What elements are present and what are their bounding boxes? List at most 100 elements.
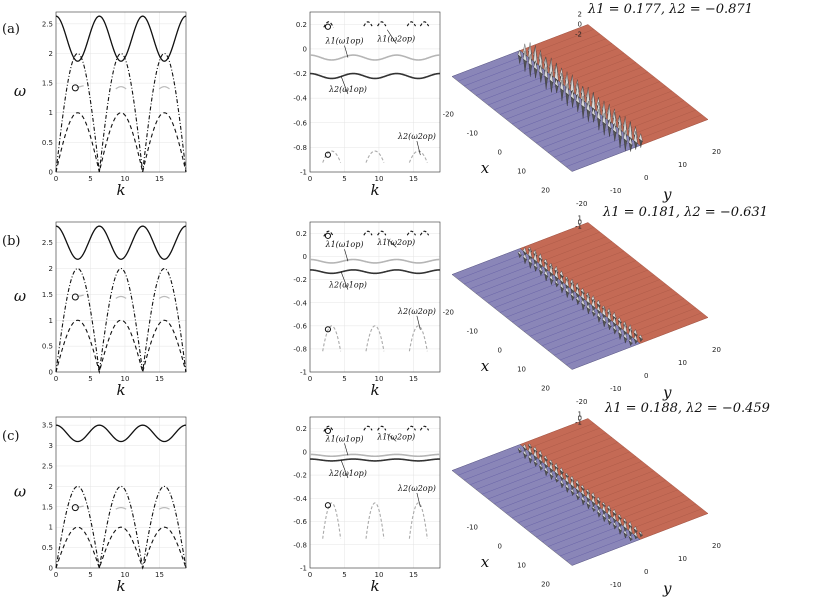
marker-circle (71, 504, 79, 512)
surface-dip (523, 446, 527, 452)
x-tick-label: 0 (308, 571, 312, 579)
mesh-line (565, 140, 635, 167)
x-tick-label: 15 (409, 375, 418, 383)
series-top-dash (323, 21, 334, 28)
y-tick-label: 1 (49, 524, 53, 532)
mesh-line (457, 449, 527, 476)
marker-top (324, 23, 332, 30)
y-tick-label: -0.6 (293, 119, 307, 127)
mesh-line (519, 418, 589, 445)
surface-dip (554, 471, 559, 479)
y-axis-label: ω (14, 287, 26, 305)
mesh-line (633, 312, 703, 339)
mesh-line (567, 62, 637, 89)
mesh-line (573, 461, 643, 488)
annotation-l2-1: λ2(ω1op) (328, 281, 367, 290)
y-tick-label: 0.5 (42, 544, 53, 552)
series-top-dash (406, 425, 416, 431)
surface-dip (602, 319, 606, 327)
surface-dip (581, 302, 585, 311)
mesh-line (559, 529, 629, 557)
x3d-tick-label: 0 (498, 347, 502, 355)
surface-dip (612, 517, 617, 524)
series-light-segment (158, 86, 170, 90)
marker-top (324, 232, 332, 239)
y3d-tick-label: -10 (610, 581, 621, 589)
title-row-a: λ1 = 0.177, λ2 = −0.871 (587, 2, 753, 17)
mesh-line (525, 29, 595, 56)
surface-dip (623, 526, 627, 533)
surface-dip (533, 461, 538, 467)
mesh-line (475, 69, 545, 96)
mesh-line (537, 38, 607, 65)
series-dashdot-arch (55, 267, 187, 373)
annotation-l2-1: λ2(ω1op) (328, 469, 367, 478)
mesh-line (487, 78, 557, 106)
surface-dip (523, 256, 527, 265)
x3d-tick-label: 20 (541, 187, 550, 195)
annotation-l2-2-leader (416, 315, 421, 330)
surface-dip (539, 269, 543, 277)
y-tick-label: 1.5 (42, 80, 53, 88)
annotation-l1-2-leader (387, 238, 397, 248)
surface-dip (523, 250, 527, 257)
axes-frame (55, 11, 187, 173)
annotation-l1-2-leader (387, 433, 397, 442)
x-tick-label: 10 (121, 571, 130, 579)
marker-bottom (324, 151, 332, 158)
mesh-line (451, 248, 521, 275)
annotation-l1-2: λ1(ω2op) (376, 35, 415, 44)
mesh-line (519, 24, 589, 51)
x-tick-label: 0 (308, 375, 312, 383)
panel-a-left: 0 5 10 15 0 0.5 1 1.5 2 2.5 k ω (14, 11, 187, 199)
surface-dip (639, 138, 643, 148)
surface-dip (591, 311, 596, 317)
surface-dip (597, 117, 601, 131)
surface-dip (618, 521, 622, 528)
z-tick-label: 2 (578, 11, 582, 19)
mesh-line (591, 279, 661, 306)
row-label-c: (c) (2, 429, 19, 444)
surface-dip (544, 463, 548, 470)
x3d-tick-label: 0 (498, 149, 502, 157)
mesh-line (585, 470, 655, 497)
panel-c-mid: 0 5 10 15 -1 -0.8 -0.6 -0.4 -0.2 0 0.2 k λ1(ω1op) λ1(… (293, 416, 441, 595)
surface-dip (623, 532, 627, 539)
series-top-dash (363, 425, 373, 431)
mesh-line (519, 222, 589, 249)
surface-dip (628, 536, 633, 542)
surface-dip (523, 58, 527, 72)
surface-dip (559, 469, 564, 477)
mesh-line (475, 267, 545, 294)
x-tick-label: 5 (342, 571, 346, 579)
mesh-line (535, 510, 605, 538)
y3d-axis-label: y (662, 384, 672, 402)
series-top-dash (406, 21, 416, 27)
y3d-tick-label: 10 (678, 555, 687, 563)
surface-dip (570, 484, 574, 492)
mesh-line (621, 499, 691, 526)
mesh-line (531, 33, 601, 61)
y3d-tick-label: 20 (712, 346, 721, 354)
series-lambda2-line (310, 72, 440, 80)
surface-dip (560, 280, 564, 286)
surface-dip (518, 54, 522, 64)
mesh-line (457, 55, 527, 82)
series-light-segment (158, 295, 170, 299)
series-light-segment (115, 86, 127, 90)
mesh-line (553, 329, 623, 356)
series-top-dash (419, 230, 430, 236)
surface-dip (623, 138, 627, 151)
mesh-line (493, 83, 563, 110)
mesh-line (555, 250, 625, 278)
mesh-line (603, 288, 673, 316)
x-tick-label: 15 (155, 375, 164, 383)
y3d-tick-label: 20 (712, 542, 721, 550)
y-tick-label: -0.8 (293, 144, 307, 152)
mesh-line (561, 255, 631, 282)
x-tick-label: 10 (375, 375, 384, 383)
mesh-line (591, 475, 661, 502)
panel-b-left: 0 5 10 15 0 0.5 1 1.5 2 2.5 k ω (14, 221, 187, 399)
surface-dip (591, 305, 596, 313)
